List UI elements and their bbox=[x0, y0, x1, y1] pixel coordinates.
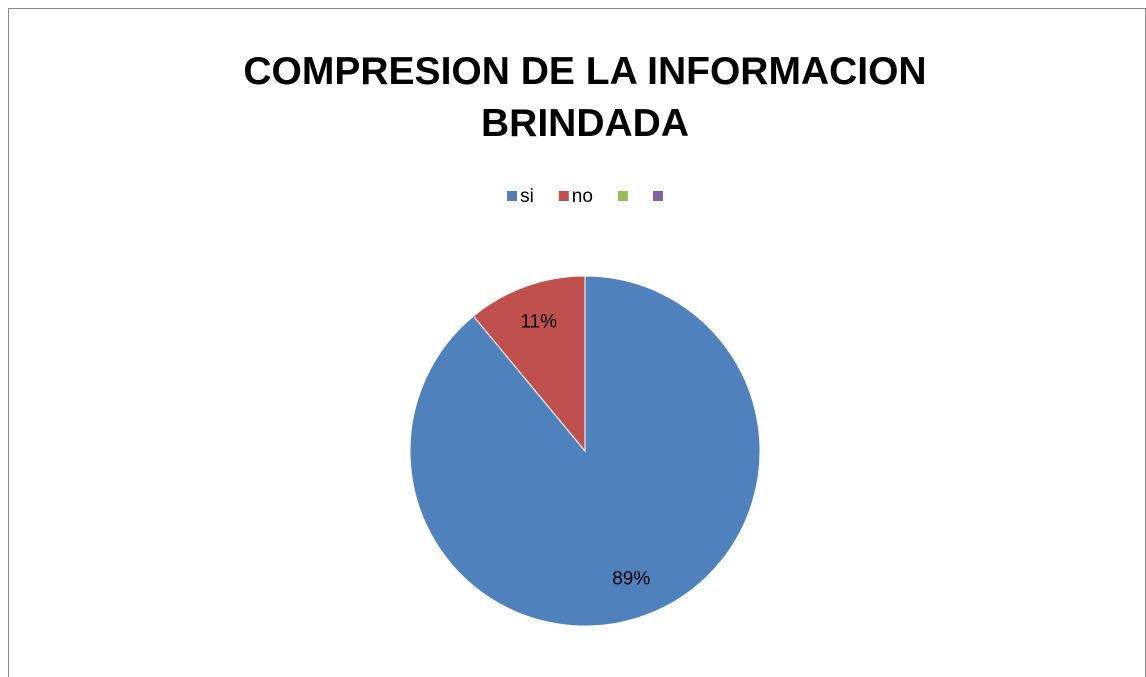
legend-swatch bbox=[507, 191, 518, 201]
chart-title: COMPRESION DE LA INFORMACION BRINDADA bbox=[243, 50, 927, 145]
legend-label: no bbox=[572, 186, 593, 207]
pie-slice bbox=[472, 275, 586, 453]
legend-swatch bbox=[652, 191, 663, 201]
legend-swatch bbox=[558, 191, 569, 201]
legend-label: si bbox=[520, 186, 534, 207]
legend-swatch bbox=[617, 191, 628, 201]
data-label: 89% bbox=[612, 568, 650, 589]
data-label: 11% bbox=[520, 312, 557, 333]
